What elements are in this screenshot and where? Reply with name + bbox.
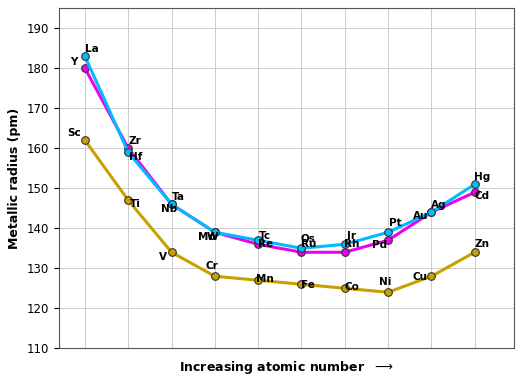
Text: Cu: Cu: [413, 272, 428, 282]
Text: Fe: Fe: [302, 280, 315, 290]
Text: Tc: Tc: [259, 232, 271, 242]
Text: Ag: Ag: [431, 200, 446, 210]
Text: Hg: Hg: [473, 172, 490, 182]
Text: Au: Au: [412, 210, 428, 221]
Text: Zr: Zr: [129, 136, 141, 146]
Text: Ru: Ru: [301, 240, 316, 250]
Text: Os: Os: [301, 234, 316, 244]
Text: Mo: Mo: [198, 232, 216, 242]
Text: Sc: Sc: [67, 127, 81, 137]
Text: Ni: Ni: [379, 277, 392, 287]
Text: Re: Re: [257, 238, 272, 248]
Text: Cd: Cd: [474, 190, 489, 200]
Text: La: La: [85, 43, 99, 53]
Text: Hf: Hf: [128, 152, 142, 162]
Text: Rh: Rh: [344, 240, 360, 250]
Text: Pd: Pd: [372, 240, 387, 250]
Text: Cr: Cr: [206, 261, 219, 271]
Y-axis label: Metallic radius (pm): Metallic radius (pm): [8, 108, 21, 249]
Text: Y: Y: [70, 57, 78, 67]
Text: Ir: Ir: [347, 232, 356, 242]
Text: V: V: [159, 252, 167, 262]
Text: W: W: [206, 232, 218, 242]
Text: Zn: Zn: [474, 240, 489, 250]
Text: Mn: Mn: [256, 275, 274, 285]
Text: Ti: Ti: [130, 199, 140, 209]
Text: Co: Co: [345, 282, 359, 293]
X-axis label: Increasing atomic number  $\longrightarrow$: Increasing atomic number $\longrightarro…: [179, 359, 394, 376]
Text: Ta: Ta: [172, 192, 185, 202]
Text: Pt: Pt: [389, 218, 401, 228]
Text: Nb: Nb: [161, 204, 177, 214]
